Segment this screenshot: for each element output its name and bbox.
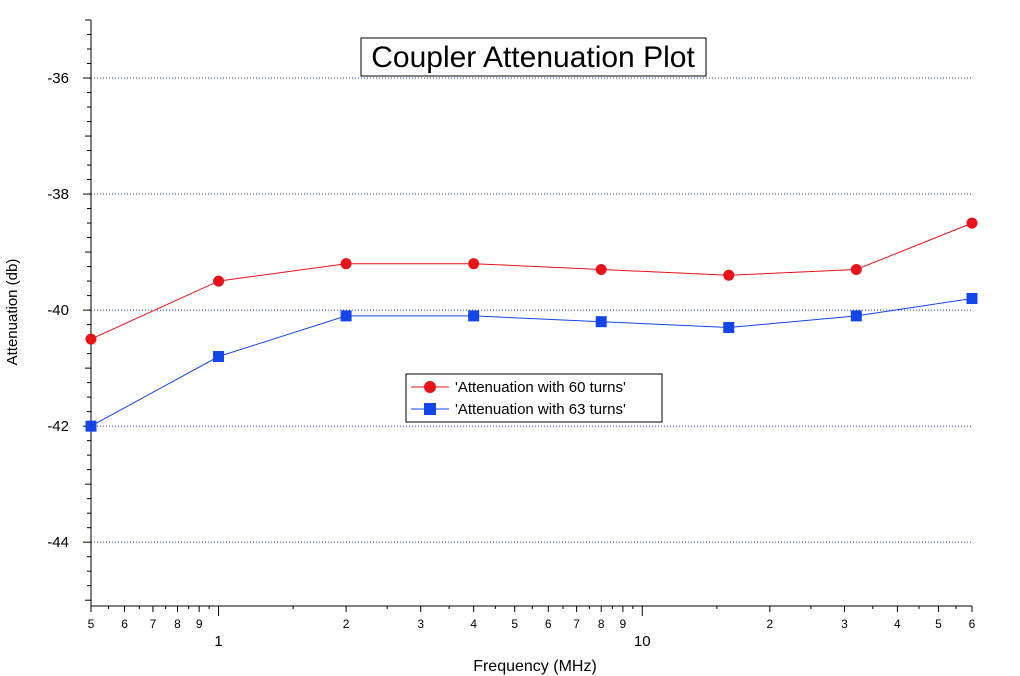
x-minor-tick-label: 5	[511, 617, 518, 631]
x-minor-tick-label: 6	[121, 617, 128, 631]
x-major-tick-label: 10	[634, 633, 651, 650]
y-tick-label: -44	[47, 534, 69, 551]
chart-title: Coupler Attenuation Plot	[360, 37, 707, 77]
legend-label-series-1: 'Attenuation with 60 turns'	[455, 379, 626, 396]
data-point-series-2	[85, 420, 97, 432]
chart-title-text: Coupler Attenuation Plot	[371, 41, 695, 74]
data-point-series-1	[966, 217, 978, 229]
x-minor-tick-label: 5	[88, 617, 95, 631]
data-point-series-2	[213, 351, 225, 363]
data-point-series-1	[468, 258, 480, 270]
y-axis: -44 -42 -40 -38 -36	[47, 19, 92, 606]
legend-label-series-2: 'Attenuation with 63 turns'	[455, 401, 626, 418]
x-minor-tick-label: 2	[766, 617, 773, 631]
x-minor-tick-label: 3	[841, 617, 848, 631]
series-line-1	[90, 222, 973, 340]
x-minor-tick-label: 5	[935, 617, 942, 631]
chart-title-box	[360, 37, 707, 77]
x-minor-tick-label: 2	[343, 617, 350, 631]
x-minor-tick-label: 4	[894, 617, 901, 631]
data-point-series-1	[723, 269, 735, 281]
x-axis-label: Frequency (MHz)	[473, 658, 597, 675]
data-point-series-1	[595, 263, 607, 275]
x-minor-tick-label: 8	[598, 617, 605, 631]
series-1	[85, 217, 978, 345]
y-tick-label: -36	[47, 70, 69, 87]
x-minor-tick-label: 3	[417, 617, 424, 631]
x-minor-tick-label: 7	[573, 617, 580, 631]
legend: 'Attenuation with 60 turns' 'Attenuation…	[405, 373, 663, 423]
y-tick-label: -42	[47, 418, 69, 435]
x-minor-tick-label: 4	[470, 617, 477, 631]
x-major-tick-label: 1	[214, 633, 222, 650]
data-point-series-1	[85, 333, 97, 345]
data-point-series-2	[340, 310, 352, 322]
data-point-series-2	[723, 322, 735, 334]
data-point-series-1	[850, 263, 862, 275]
legend-marker-series-1	[424, 381, 436, 393]
x-minor-tick-label: 9	[620, 617, 627, 631]
legend-box	[405, 373, 663, 423]
series-layer	[85, 217, 978, 432]
data-point-series-1	[340, 258, 352, 270]
data-point-series-2	[966, 292, 978, 304]
gridlines	[91, 77, 972, 543]
y-axis-label: Attenuation (db)	[4, 259, 21, 366]
x-minor-tick-label: 6	[545, 617, 552, 631]
data-point-series-2	[595, 316, 607, 328]
data-point-series-2	[850, 310, 862, 322]
legend-marker-series-2	[424, 403, 436, 415]
y-tick-label: -40	[47, 302, 69, 319]
data-point-series-2	[468, 310, 480, 322]
y-tick-label: -38	[47, 186, 69, 203]
data-point-series-1	[213, 275, 225, 287]
x-axis: 5 6 7 8 9 2 3 4 5 6 7 8 9 2 3 4 5 6 1 10	[88, 605, 976, 650]
x-minor-tick-label: 9	[196, 617, 203, 631]
x-minor-tick-label: 6	[969, 617, 976, 631]
series-2	[85, 292, 978, 432]
x-minor-tick-label: 8	[174, 617, 181, 631]
x-minor-tick-label: 7	[150, 617, 157, 631]
series-line-2	[90, 298, 973, 427]
